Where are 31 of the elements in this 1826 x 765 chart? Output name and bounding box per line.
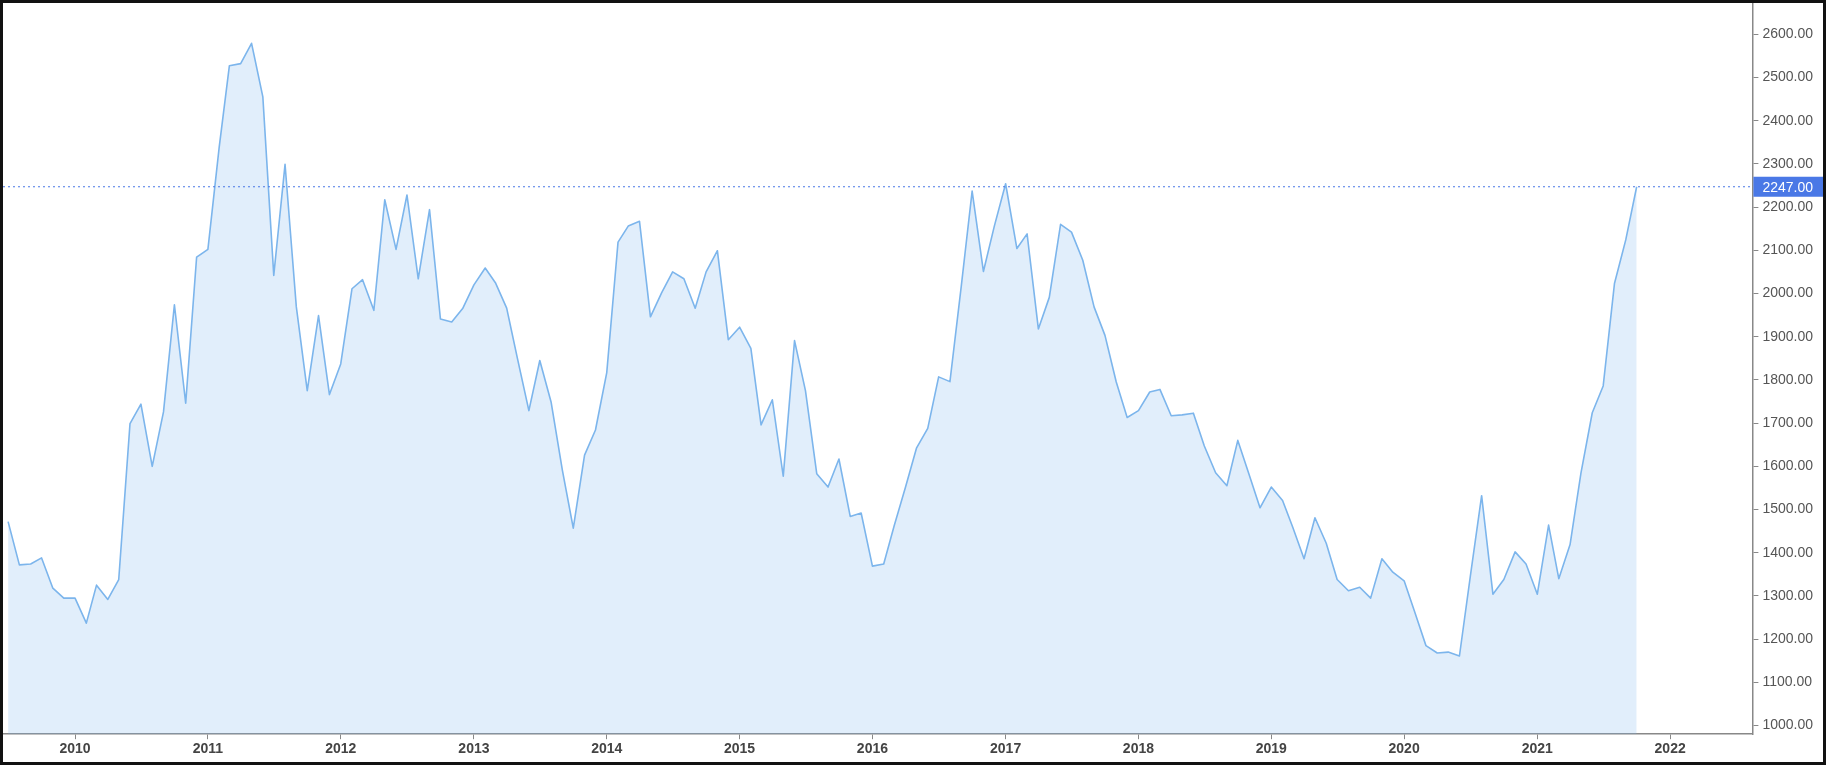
y-tick-label: 2600.00 — [1762, 25, 1814, 42]
y-tick-label: 2300.00 — [1762, 154, 1814, 171]
x-tick-label: 2017 — [990, 740, 1022, 757]
x-tick-label: 2019 — [1255, 740, 1288, 757]
y-tick-label: 2500.00 — [1762, 68, 1814, 85]
y-tick-label: 2400.00 — [1762, 111, 1814, 128]
y-tick-label: 1700.00 — [1762, 413, 1814, 430]
y-tick-label: 1900.00 — [1762, 327, 1814, 344]
x-tick-label: 2012 — [325, 740, 357, 757]
x-tick-label: 2014 — [591, 740, 623, 757]
y-tick-label: 2200.00 — [1762, 197, 1814, 214]
y-tick-label: 1200.00 — [1762, 630, 1814, 646]
x-tick-label: 2020 — [1388, 740, 1420, 757]
y-tick-label: 1400.00 — [1762, 543, 1814, 560]
x-tick-label: 2022 — [1654, 740, 1686, 757]
x-tick-label: 2016 — [856, 740, 889, 757]
y-tick-label: 1100.00 — [1762, 673, 1813, 690]
y-tick-label: 2100.00 — [1762, 241, 1814, 258]
x-tick-label: 2018 — [1122, 740, 1155, 757]
y-tick-label: 1800.00 — [1762, 370, 1814, 387]
y-tick-label: 1600.00 — [1762, 457, 1814, 474]
x-tick-label: 2015 — [724, 740, 756, 757]
x-tick-label: 2013 — [458, 740, 490, 757]
x-tick-label: 2010 — [59, 740, 91, 757]
x-tick-label: 2021 — [1521, 740, 1554, 757]
x-tick-label: 2011 — [192, 740, 224, 757]
y-tick-label: 2000.00 — [1762, 284, 1814, 301]
y-tick-label: 1300.00 — [1762, 586, 1814, 603]
ref-line-label: 2247.00 — [1762, 178, 1814, 195]
y-tick-label: 1500.00 — [1762, 500, 1814, 517]
y-tick-label: 1000.00 — [1762, 716, 1814, 733]
